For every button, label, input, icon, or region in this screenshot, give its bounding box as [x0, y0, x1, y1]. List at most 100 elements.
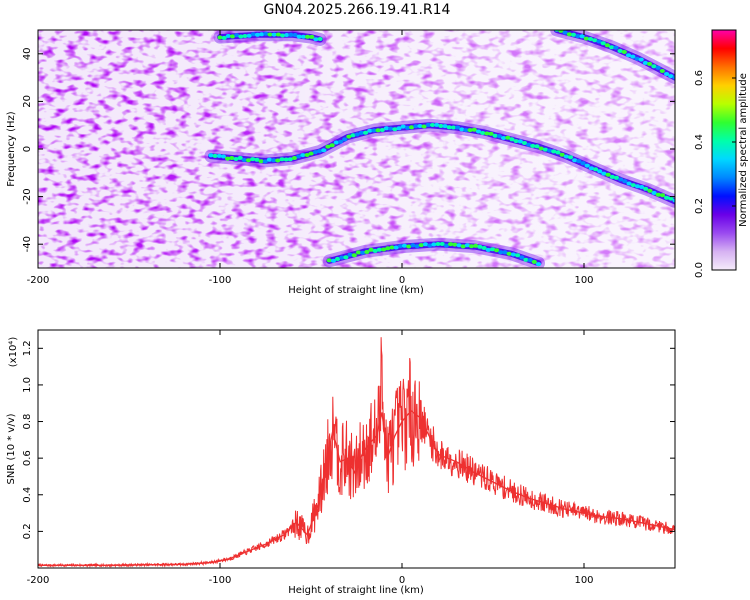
- y-tick-label: 0.8: [22, 414, 33, 430]
- ridge-blob: [597, 169, 603, 174]
- snr-xlabel: Height of straight line (km): [288, 585, 424, 596]
- ridge-blob: [259, 32, 265, 37]
- ridge-blob: [621, 50, 627, 54]
- ridge-blob: [455, 125, 461, 130]
- ridge-blob: [355, 250, 362, 255]
- ridge-blob: [364, 249, 370, 254]
- ridge-blob: [452, 242, 458, 247]
- ridge-blob: [664, 72, 670, 76]
- ridge-blob: [467, 128, 473, 133]
- ridge-blob: [404, 125, 410, 130]
- ridge-blob: [634, 56, 640, 61]
- ridge-blob: [572, 158, 578, 163]
- ridge-blob: [304, 153, 310, 157]
- ridge-blob: [622, 179, 628, 184]
- x-tick-label: 100: [574, 575, 593, 586]
- ridge-blob: [630, 183, 636, 188]
- ridge-blob: [288, 32, 294, 37]
- ridge-blob: [388, 126, 394, 131]
- ridge-blob: [580, 161, 586, 166]
- ridge-blob: [668, 74, 674, 79]
- ridge-blob: [389, 245, 395, 250]
- ridge-blob: [481, 246, 487, 250]
- ridge-blob: [505, 135, 511, 140]
- ridge-blob: [368, 247, 374, 252]
- ridge-blob: [246, 33, 252, 38]
- ridge-blob: [425, 122, 431, 127]
- ridge-blob: [531, 259, 537, 264]
- spectrogram-ylabel: Frequency (Hz): [6, 111, 17, 187]
- ridge-blob: [317, 37, 323, 41]
- ridge-blob: [475, 129, 482, 134]
- spectrogram-xlabel: Height of straight line (km): [288, 285, 424, 296]
- spectrogram-fade: [38, 30, 675, 268]
- ridge-blob: [559, 152, 565, 157]
- ridge-blob: [279, 157, 285, 162]
- ridge-blob: [300, 153, 306, 158]
- ridge-blob: [296, 154, 302, 159]
- ridge-blob: [519, 255, 525, 260]
- ridge-blob: [605, 172, 611, 177]
- ridge-blob: [446, 125, 452, 130]
- ridge-blob: [410, 243, 416, 248]
- ridge-blob: [672, 198, 675, 203]
- ridge-blob: [555, 150, 561, 155]
- snr-ylabel: SNR (10 * v/v): [6, 413, 17, 484]
- ridge-blob: [351, 253, 357, 258]
- colorbar-tick-label: 0.0: [694, 262, 705, 278]
- ridge-blob: [588, 166, 595, 171]
- ridge-blob: [513, 139, 519, 144]
- ridge-blob: [393, 245, 399, 250]
- ridge-blob: [250, 32, 256, 37]
- x-tick-label: -200: [27, 575, 50, 586]
- ridge-blob: [385, 246, 391, 251]
- y-tick-label: 0.2: [22, 523, 33, 539]
- ridge-blob: [439, 242, 445, 246]
- y-tick-label: 0: [22, 146, 33, 152]
- ridge-blob: [313, 37, 319, 42]
- ridge-blob: [547, 148, 553, 153]
- ridge-blob: [634, 184, 641, 189]
- ridge-blob: [672, 75, 675, 80]
- ridge-blob: [396, 126, 402, 131]
- ridge-blob: [647, 188, 653, 193]
- ridge-blob: [321, 148, 327, 153]
- ridge-blob: [254, 157, 260, 162]
- ridge-blob: [435, 242, 441, 246]
- ridge-blob: [280, 33, 286, 38]
- ridge-blob: [271, 158, 277, 163]
- ridge-blob: [460, 244, 466, 249]
- ridge-blob: [463, 128, 469, 133]
- colorbar-ticks: 0.0 0.2 0.4 0.6: [694, 70, 736, 278]
- ridge-blob: [510, 252, 516, 257]
- ridge-blob: [664, 195, 670, 200]
- ridge-blob: [360, 250, 366, 255]
- ridge-blob: [333, 140, 339, 145]
- ridge-blob: [271, 32, 277, 37]
- ridge-blob: [477, 244, 483, 249]
- ridge-blob: [668, 196, 674, 201]
- y-tick-label: 40: [22, 47, 33, 60]
- ridge-blob: [267, 32, 273, 37]
- ridge-blob: [300, 34, 306, 39]
- ridge-blob: [375, 128, 381, 133]
- ridge-blob: [579, 34, 585, 39]
- ridge-blob: [350, 133, 356, 138]
- ridge-blob: [492, 133, 498, 138]
- ridge-blob: [220, 154, 226, 159]
- ridge-blob: [647, 61, 653, 66]
- ridge-blob: [234, 33, 240, 38]
- ridge-blob: [287, 157, 293, 162]
- ridge-blob: [566, 32, 573, 37]
- ridge-blob: [383, 126, 390, 131]
- ridge-blob: [468, 244, 475, 249]
- ridge-blob: [604, 43, 611, 48]
- ridge-blob: [563, 154, 569, 159]
- ridge-blob: [427, 243, 433, 248]
- ridge-blob: [592, 38, 598, 43]
- ridge-blob: [346, 134, 352, 139]
- ridge-blob: [609, 45, 615, 50]
